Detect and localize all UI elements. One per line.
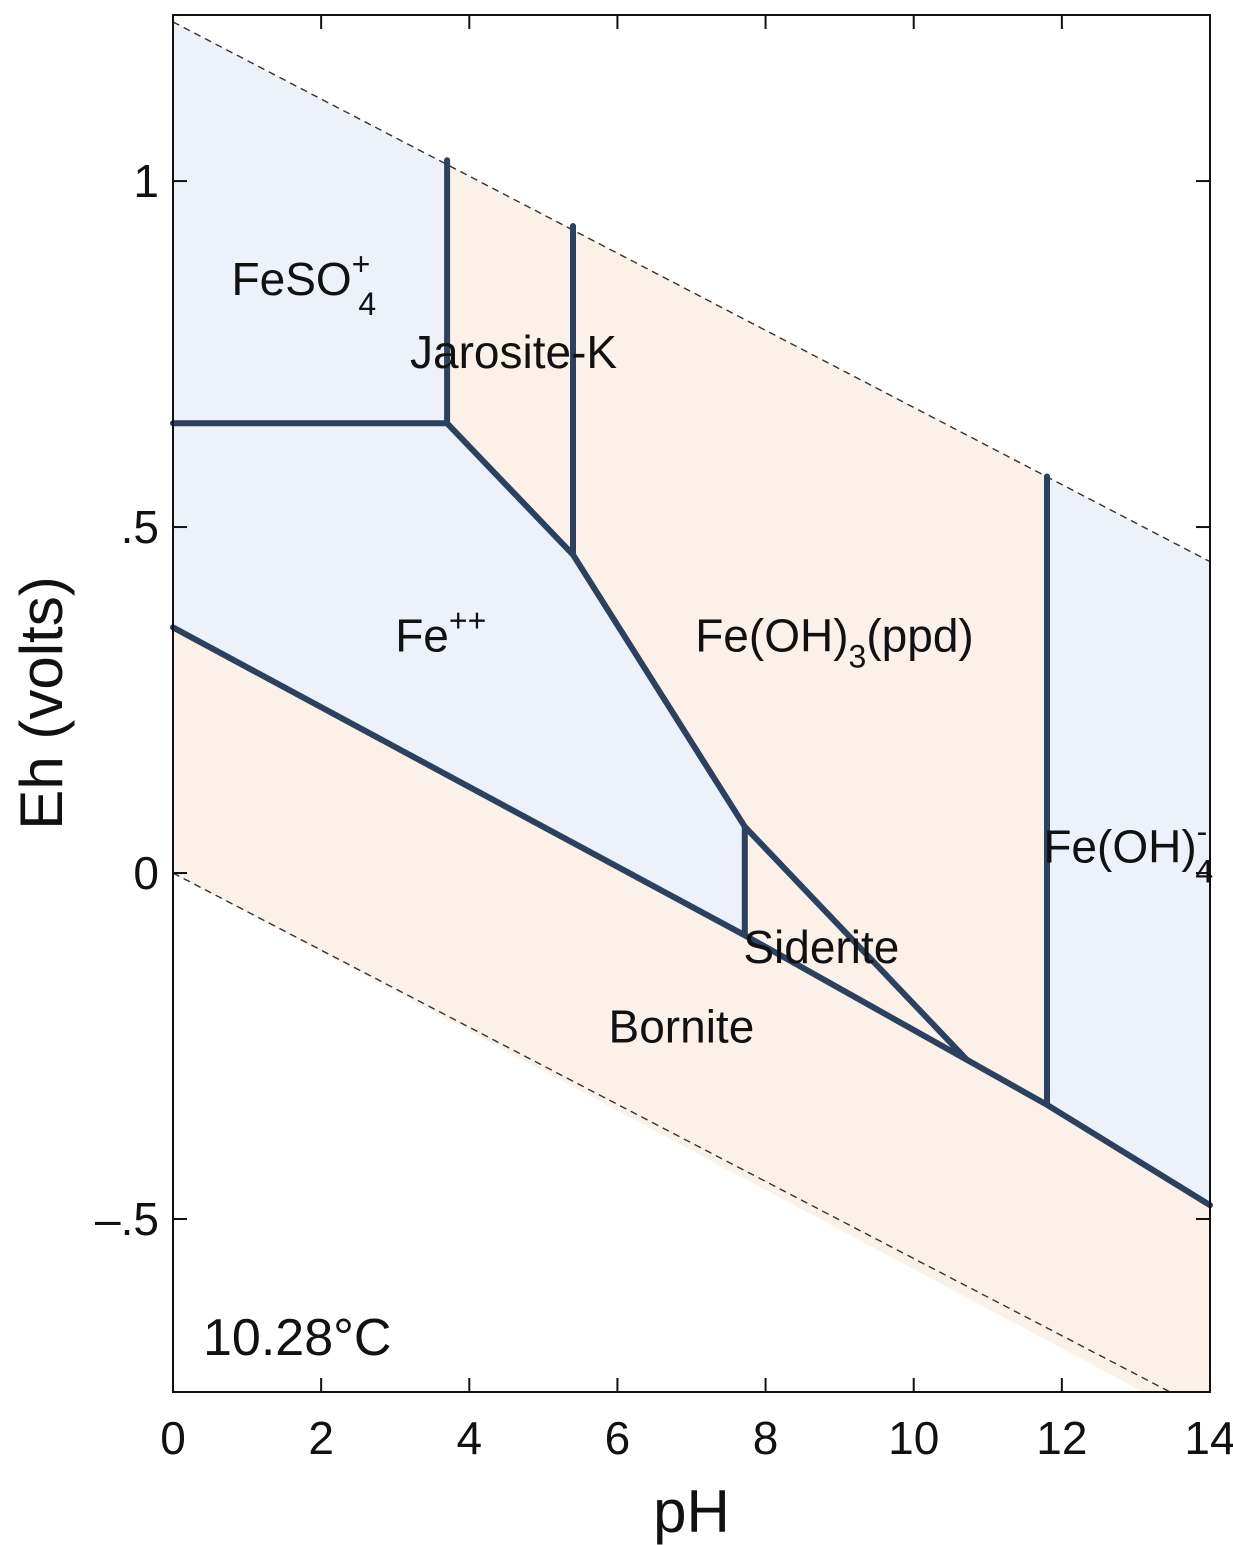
region-jarosite-k	[447, 165, 573, 555]
x-tick-label: 0	[160, 1412, 186, 1464]
region-fe	[173, 423, 745, 936]
x-tick-label: 8	[753, 1412, 779, 1464]
y-tick-label: –.5	[95, 1193, 159, 1245]
region-fe-oh-3-ppd	[573, 229, 1047, 1105]
region-label-fe: Fe++	[395, 603, 486, 662]
stability-regions	[173, 21, 1210, 1392]
y-axis-ticks: 1 .5 0 –.5	[95, 155, 1210, 1245]
phase-boundaries	[170, 157, 1213, 1209]
region-label-siderite: Siderite	[743, 921, 899, 973]
x-tick-label: 6	[605, 1412, 631, 1464]
y-tick-label: 0	[133, 847, 159, 899]
y-tick-label: .5	[121, 501, 159, 553]
x-tick-label: 2	[308, 1412, 334, 1464]
x-tick-label: 4	[456, 1412, 482, 1464]
region-labels: FeSO+ 4 Jarosite-K Fe++ Fe(OH)3(ppd) Fe(OH)-4…	[232, 246, 1214, 1052]
temperature-annotation: 10.28°C	[203, 1309, 391, 1367]
region-label-bornite: Bornite	[609, 1001, 755, 1053]
x-tick-label: 10	[888, 1412, 939, 1464]
phase-boundary-3	[444, 420, 970, 1063]
x-axis-title: pH	[653, 1478, 730, 1545]
region-label-feso4: FeSO+ 4	[232, 246, 377, 322]
region-label-jarosite-k: Jarosite-K	[410, 326, 617, 378]
water-lower-limit-line	[173, 872, 1172, 1392]
x-tick-label: 12	[1036, 1412, 1087, 1464]
phase-boundary-6	[170, 624, 1213, 1209]
region-feso4	[173, 21, 448, 424]
y-tick-label: 1	[133, 155, 159, 207]
x-axis-ticks: 0 2 4 6 8 10 12 14	[160, 15, 1233, 1464]
x-tick-label: 14	[1184, 1412, 1233, 1464]
water-stability-lines	[173, 21, 1210, 1392]
plot-frame	[172, 14, 1211, 1393]
y-axis-title: Eh (volts)	[8, 576, 75, 829]
region-label-fe-oh-4: Fe(OH)-4	[1043, 814, 1213, 890]
region-label-fe-oh-3-ppd: Fe(OH)3(ppd)	[695, 610, 974, 675]
region-bornite	[173, 627, 1210, 1392]
region-fe-oh-4	[1047, 476, 1210, 1206]
water-upper-limit-line	[173, 21, 1210, 563]
